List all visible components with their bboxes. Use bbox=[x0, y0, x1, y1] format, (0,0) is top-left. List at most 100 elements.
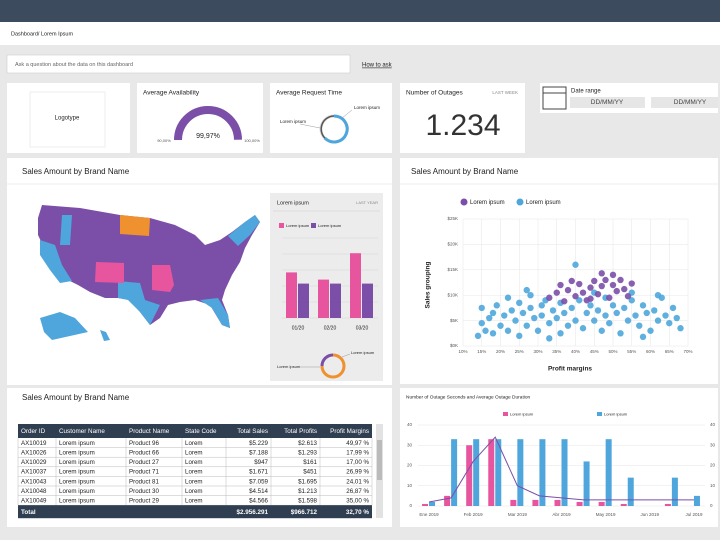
x-tick-label: 60% bbox=[646, 349, 655, 354]
table-total bbox=[18, 505, 372, 519]
bar bbox=[298, 283, 309, 318]
cell: Lorem ipsum bbox=[59, 450, 95, 457]
table-panel bbox=[7, 388, 392, 527]
y-tick-label: $15K bbox=[447, 267, 458, 272]
cell: Lorem ipsum bbox=[59, 498, 95, 505]
cell: Product 27 bbox=[129, 459, 159, 466]
x-tick-label: 45% bbox=[590, 349, 599, 354]
point bbox=[568, 304, 575, 312]
y2-tick-label: 40 bbox=[710, 422, 716, 427]
line bbox=[428, 436, 694, 503]
logo-text: Logotype bbox=[55, 116, 80, 122]
how-to-ask-link[interactable]: How to ask bbox=[362, 63, 393, 69]
y-tick-label: $5K bbox=[450, 318, 458, 323]
x-tick-label: 50% bbox=[608, 349, 617, 354]
date-to-box[interactable] bbox=[651, 97, 718, 108]
bar bbox=[422, 503, 429, 506]
point bbox=[628, 297, 635, 304]
point bbox=[643, 309, 650, 317]
y-tick-label: $0K bbox=[450, 343, 458, 348]
bar bbox=[605, 439, 612, 506]
x-tick-label: 01/20 bbox=[292, 325, 305, 331]
search-box[interactable] bbox=[6, 54, 351, 74]
point bbox=[527, 304, 534, 312]
point bbox=[478, 304, 485, 312]
point bbox=[561, 309, 568, 317]
cell: AX10019 bbox=[21, 440, 47, 447]
column-header: Profit Margins bbox=[330, 428, 369, 435]
point bbox=[594, 290, 602, 298]
point bbox=[538, 302, 545, 309]
donut-label: Lorem ipsum bbox=[280, 119, 306, 124]
point bbox=[504, 294, 512, 301]
point bbox=[613, 309, 620, 317]
column-header: Order ID bbox=[21, 428, 46, 435]
cell: 17,99 % bbox=[346, 450, 369, 457]
point bbox=[673, 314, 680, 322]
point bbox=[523, 322, 530, 329]
point bbox=[591, 317, 598, 324]
point bbox=[587, 295, 594, 302]
cell: Product 29 bbox=[129, 498, 159, 505]
point bbox=[591, 277, 598, 285]
x-tick-label: 70% bbox=[683, 349, 692, 354]
breadcrumb-bar bbox=[0, 22, 720, 45]
x-tick-label: 02/20 bbox=[324, 325, 337, 331]
map-region bbox=[152, 265, 174, 292]
bar bbox=[495, 439, 502, 506]
date-from[interactable]: DD/MM/YY bbox=[591, 99, 624, 106]
bar bbox=[330, 283, 341, 318]
point bbox=[632, 312, 639, 319]
point bbox=[489, 330, 497, 337]
y2-tick-label: 10 bbox=[710, 483, 716, 488]
card-title: Lorem ipsum bbox=[277, 200, 309, 206]
cell: AX10048 bbox=[21, 488, 47, 495]
legend-swatch bbox=[597, 412, 602, 416]
scroll-thumb[interactable] bbox=[377, 440, 382, 480]
x-axis-label: Profit margins bbox=[548, 366, 592, 373]
donut-arc bbox=[320, 353, 346, 379]
cell: 24,01 % bbox=[346, 478, 369, 485]
bar bbox=[473, 439, 480, 506]
breadcrumb[interactable]: Dashboard/ Lorem Ipsum bbox=[11, 31, 73, 37]
cell: $2.613 bbox=[298, 440, 317, 447]
point bbox=[501, 312, 508, 319]
column-header: Total Profits bbox=[284, 428, 317, 435]
bar bbox=[510, 499, 517, 506]
map-region bbox=[38, 205, 260, 328]
gauge-max: 100,00% bbox=[244, 138, 260, 143]
point bbox=[606, 294, 613, 301]
cell: Product 96 bbox=[129, 440, 159, 447]
point bbox=[669, 304, 677, 312]
point bbox=[497, 322, 504, 329]
date-to[interactable]: DD/MM/YY bbox=[674, 99, 707, 106]
total-cell: $2.956.291 bbox=[236, 509, 268, 516]
y-tick-label: 20 bbox=[407, 463, 413, 468]
point bbox=[654, 292, 662, 299]
donut-label: Lorem ipsum bbox=[277, 364, 301, 369]
point bbox=[602, 276, 609, 284]
x-tick-label: 20% bbox=[496, 349, 505, 354]
point bbox=[564, 322, 572, 329]
map-region bbox=[40, 240, 72, 283]
cell: Lorem ipsum bbox=[59, 488, 95, 495]
y2-tick-label: 30 bbox=[710, 442, 716, 447]
point bbox=[639, 302, 647, 309]
panel-title: Sales Amount by Brand Name bbox=[22, 167, 130, 176]
point bbox=[654, 317, 662, 324]
cell: AX10049 bbox=[21, 498, 47, 505]
donut-label: Lorem ipsum bbox=[354, 105, 380, 110]
total-cell: $966.712 bbox=[291, 509, 318, 516]
point bbox=[572, 317, 579, 324]
card-subtitle: LAST YEAR bbox=[356, 200, 378, 205]
card-title: Number of Outages bbox=[406, 90, 463, 97]
search-placeholder: Ask a question about the data on this da… bbox=[15, 62, 133, 68]
date-from-box[interactable] bbox=[570, 97, 645, 108]
point bbox=[576, 280, 583, 288]
cell: $5.229 bbox=[249, 440, 268, 447]
bar bbox=[561, 439, 568, 506]
legend-swatch bbox=[503, 412, 508, 416]
point bbox=[598, 282, 605, 290]
legend-swatch bbox=[279, 223, 284, 228]
